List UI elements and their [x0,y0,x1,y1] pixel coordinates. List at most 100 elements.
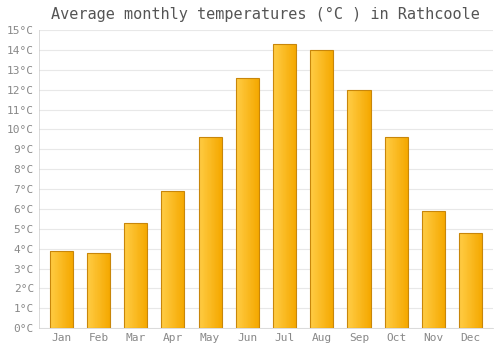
Bar [403,138,404,328]
Bar [61,251,62,328]
Bar [130,223,131,328]
Bar [430,211,431,328]
Bar [64,251,65,328]
Bar [426,211,427,328]
Bar [277,44,278,328]
Bar [175,191,176,328]
Bar [459,233,482,328]
Bar [95,253,96,328]
Bar [50,251,51,328]
Bar [391,138,392,328]
Bar [422,211,423,328]
Bar [384,138,386,328]
Bar [216,138,217,328]
Bar [58,251,59,328]
Bar [354,90,355,328]
Bar [146,223,147,328]
Bar [387,138,388,328]
Bar [476,233,477,328]
Bar [239,78,240,328]
Bar [405,138,406,328]
Bar [176,191,177,328]
Bar [258,78,259,328]
Bar [200,138,201,328]
Bar [96,253,97,328]
Bar [436,211,437,328]
Bar [124,223,147,328]
Bar [145,223,146,328]
Bar [349,90,350,328]
Bar [108,253,109,328]
Bar [241,78,242,328]
Bar [136,223,137,328]
Bar [166,191,167,328]
Bar [397,138,398,328]
Bar [51,251,52,328]
Bar [388,138,390,328]
Bar [256,78,257,328]
Bar [71,251,72,328]
Bar [273,44,296,328]
Bar [204,138,205,328]
Bar [359,90,360,328]
Bar [442,211,444,328]
Bar [404,138,405,328]
Bar [201,138,202,328]
Bar [134,223,135,328]
Bar [435,211,436,328]
Bar [292,44,293,328]
Bar [182,191,183,328]
Bar [318,50,319,328]
Bar [312,50,313,328]
Bar [330,50,331,328]
Bar [326,50,327,328]
Bar [63,251,64,328]
Bar [285,44,286,328]
Bar [104,253,106,328]
Bar [317,50,318,328]
Bar [174,191,175,328]
Bar [255,78,256,328]
Bar [283,44,284,328]
Bar [350,90,351,328]
Bar [358,90,359,328]
Bar [60,251,61,328]
Bar [220,138,221,328]
Bar [310,50,311,328]
Bar [477,233,478,328]
Bar [168,191,169,328]
Bar [127,223,128,328]
Bar [472,233,473,328]
Bar [132,223,134,328]
Bar [332,50,334,328]
Bar [327,50,328,328]
Bar [56,251,57,328]
Bar [466,233,468,328]
Bar [433,211,434,328]
Bar [279,44,280,328]
Bar [217,138,218,328]
Bar [70,251,71,328]
Bar [352,90,353,328]
Bar [407,138,408,328]
Bar [164,191,165,328]
Bar [394,138,395,328]
Bar [461,233,462,328]
Bar [348,90,349,328]
Bar [460,233,461,328]
Bar [139,223,140,328]
Bar [89,253,90,328]
Bar [290,44,291,328]
Bar [62,251,63,328]
Bar [209,138,210,328]
Bar [398,138,399,328]
Bar [124,223,125,328]
Bar [431,211,432,328]
Bar [68,251,69,328]
Bar [210,138,211,328]
Bar [180,191,181,328]
Bar [131,223,132,328]
Bar [250,78,251,328]
Bar [475,233,476,328]
Bar [288,44,289,328]
